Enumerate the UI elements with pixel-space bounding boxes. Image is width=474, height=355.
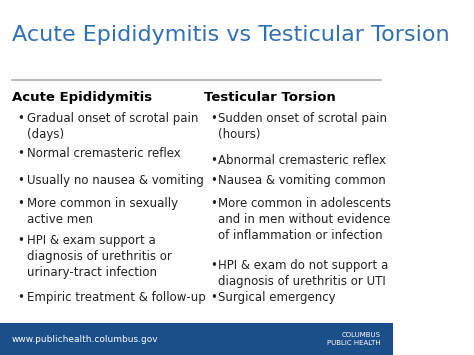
Text: COLUMBUS
PUBLIC HEALTH: COLUMBUS PUBLIC HEALTH [328,332,381,346]
Text: •: • [18,234,25,247]
Text: •: • [210,291,217,304]
Text: More common in adolescents
and in men without evidence
of inflammation or infect: More common in adolescents and in men wi… [218,197,391,242]
Text: More common in sexually
active men: More common in sexually active men [27,197,178,226]
Text: Surgical emergency: Surgical emergency [218,291,336,304]
Text: •: • [18,197,25,210]
Text: Usually no nausea & vomiting: Usually no nausea & vomiting [27,174,203,187]
Text: •: • [18,147,25,160]
Text: •: • [210,259,217,272]
Text: •: • [18,112,25,125]
Text: Sudden onset of scrotal pain
(hours): Sudden onset of scrotal pain (hours) [218,112,387,141]
Text: •: • [210,197,217,210]
Text: Acute Epididymitis: Acute Epididymitis [12,91,152,104]
FancyBboxPatch shape [0,323,392,355]
Text: HPI & exam do not support a
diagnosis of urethritis or UTI: HPI & exam do not support a diagnosis of… [218,259,388,288]
Text: Empiric treatment & follow-up: Empiric treatment & follow-up [27,291,205,304]
Text: Abnormal cremasteric reflex: Abnormal cremasteric reflex [218,154,386,168]
Text: •: • [18,174,25,187]
Text: •: • [18,291,25,304]
Text: Normal cremasteric reflex: Normal cremasteric reflex [27,147,181,160]
Text: •: • [210,154,217,168]
Text: Acute Epididymitis vs Testicular Torsion: Acute Epididymitis vs Testicular Torsion [12,25,449,45]
Text: Testicular Torsion: Testicular Torsion [204,91,336,104]
Text: Gradual onset of scrotal pain
(days): Gradual onset of scrotal pain (days) [27,112,198,141]
Text: •: • [210,112,217,125]
Text: Nausea & vomiting common: Nausea & vomiting common [218,174,386,187]
Text: www.publichealth.columbus.gov: www.publichealth.columbus.gov [12,334,158,344]
Text: HPI & exam support a
diagnosis of urethritis or
urinary-tract infection: HPI & exam support a diagnosis of urethr… [27,234,172,279]
Text: •: • [210,174,217,187]
